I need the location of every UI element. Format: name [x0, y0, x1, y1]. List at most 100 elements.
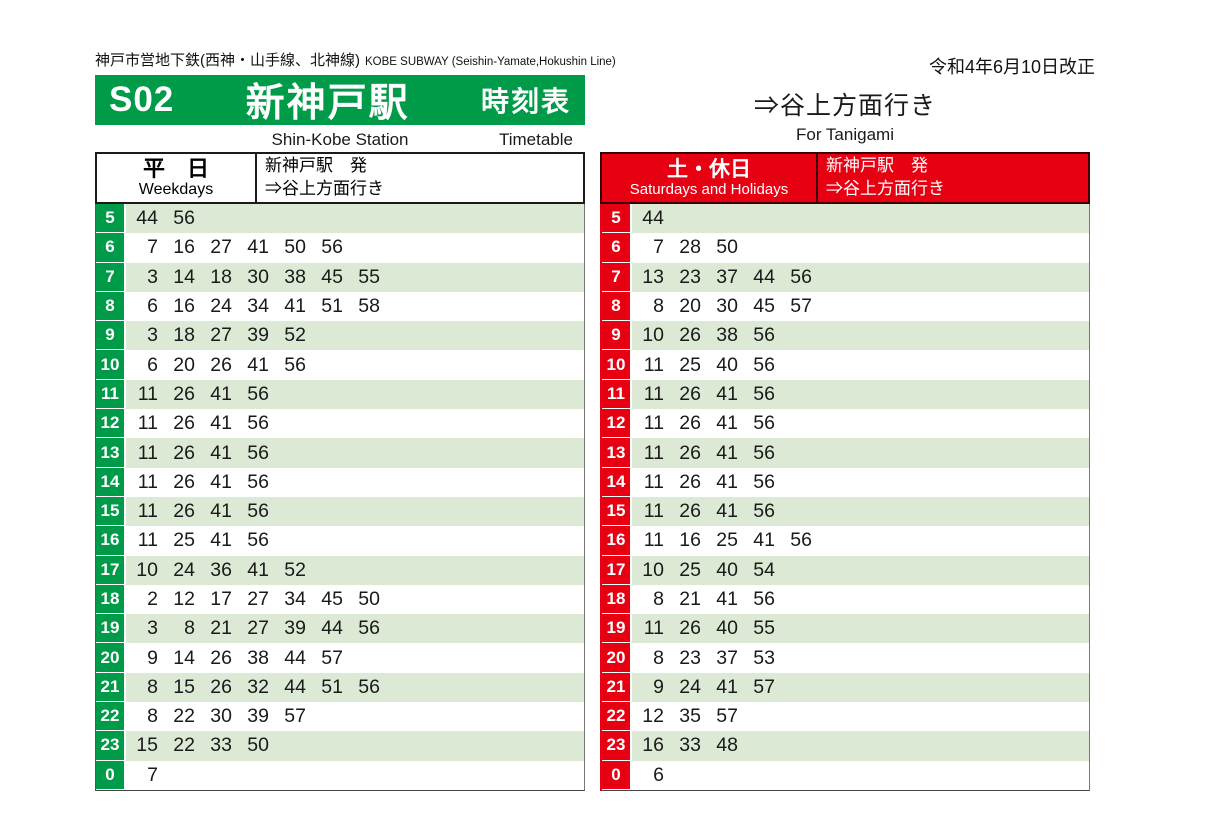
- hour-cell: 0: [96, 760, 126, 790]
- minute-value: 56: [753, 441, 775, 464]
- hour-cell: 22: [602, 702, 632, 732]
- hour-cell: 7: [96, 262, 126, 292]
- minute-value: 58: [358, 295, 380, 318]
- minute-value: 56: [284, 353, 306, 376]
- minutes-cell: 11 26 41 56: [632, 409, 1089, 439]
- timetable-row: 7 13 23 37 44 56: [602, 262, 1089, 292]
- hour-cell: 19: [602, 614, 632, 644]
- departure-station-label: 新神戸駅 発: [826, 156, 928, 176]
- hour-cell: 12: [602, 409, 632, 439]
- minute-value: 27: [247, 588, 269, 610]
- minute-value: 15: [136, 734, 158, 757]
- timetable-row: 13 11 26 41 56: [602, 438, 1089, 468]
- minute-value: 3: [147, 265, 158, 288]
- timetable-row: 19 11 26 40 55: [602, 614, 1089, 644]
- minute-value: 44: [321, 617, 343, 640]
- minute-value: 56: [753, 500, 775, 523]
- minutes-cell: 7 16 27 41 50 56: [126, 233, 584, 263]
- minute-value: 6: [653, 763, 664, 786]
- minute-value: 45: [753, 295, 775, 318]
- minute-value: 27: [247, 617, 269, 640]
- minute-value: 3: [147, 324, 158, 347]
- minute-value: 11: [643, 617, 664, 640]
- minute-value: 53: [753, 646, 775, 669]
- timetable-row: 6 7 16 27 41 50 56: [96, 233, 584, 263]
- minute-value: 57: [716, 705, 738, 728]
- minute-value: 16: [173, 236, 195, 259]
- minute-value: 32: [247, 675, 269, 698]
- timetable-row: 18 2 12 17 27 34 45 50: [96, 584, 584, 615]
- hour-cell: 9: [602, 321, 632, 351]
- hour-cell: 13: [602, 438, 632, 468]
- hour-cell: 0: [602, 760, 632, 790]
- minute-value: 11: [643, 412, 664, 435]
- hour-cell: 6: [96, 233, 126, 263]
- timetable-row: 17 10 25 40 54: [602, 555, 1089, 585]
- minute-value: 26: [173, 441, 195, 464]
- route-cell: 新神戸駅 発 ⇒谷上方面行き: [818, 154, 1088, 202]
- minute-value: 40: [716, 617, 738, 640]
- minute-value: 26: [173, 470, 195, 493]
- minutes-cell: 11 26 41 56: [632, 438, 1089, 468]
- minute-value: 56: [358, 617, 380, 640]
- minute-value: 34: [247, 295, 269, 318]
- minutes-cell: 6: [632, 760, 1089, 790]
- minute-value: 11: [137, 441, 158, 464]
- minute-value: 41: [247, 353, 269, 376]
- minute-value: 41: [247, 558, 269, 581]
- minute-value: 25: [679, 558, 701, 581]
- minute-value: 33: [210, 734, 232, 757]
- minutes-cell: 11 26 41 56: [126, 379, 584, 410]
- table-body: 5 44 6 7 28 50 7 13 23 37 44 56 8 8 20 30 45 57 9 10 26 38 56 1…: [600, 204, 1090, 791]
- minute-value: 10: [136, 558, 158, 581]
- minute-value: 22: [173, 734, 195, 757]
- minute-value: 11: [137, 382, 158, 405]
- minutes-cell: 44: [632, 204, 1089, 234]
- timetable-row: 15 11 26 41 56: [96, 496, 584, 527]
- minute-value: 3: [147, 617, 158, 640]
- minutes-cell: 8 15 26 32 44 51 56: [126, 672, 584, 703]
- hour-cell: 14: [96, 467, 126, 497]
- minute-value: 17: [210, 588, 232, 610]
- day-type-cell: 土・休日 Saturdays and Holidays: [602, 154, 818, 202]
- revision-note: 令和4年6月10日改正: [928, 57, 1095, 77]
- minute-value: 33: [679, 734, 701, 757]
- minute-value: 41: [716, 500, 738, 523]
- minute-value: 38: [284, 265, 306, 288]
- timetable-row: 11 11 26 41 56: [602, 379, 1089, 410]
- minute-value: 56: [247, 470, 269, 493]
- timetable-row: 16 11 25 41 56: [96, 526, 584, 556]
- minutes-cell: 8 21 41 56: [632, 584, 1089, 615]
- timetable-label-jp: 時刻表: [480, 86, 571, 117]
- timetable-row: 16 11 16 25 41 56: [602, 526, 1089, 556]
- timetable-row: 6 7 28 50: [602, 233, 1089, 263]
- minute-value: 26: [679, 382, 701, 405]
- minutes-cell: 2 12 17 27 34 45 50: [126, 584, 584, 615]
- minutes-cell: 11 25 41 56: [126, 526, 584, 556]
- direction-label: ⇒谷上方面行き: [265, 179, 384, 198]
- minute-value: 56: [247, 529, 269, 552]
- minute-value: 56: [790, 265, 812, 288]
- minute-value: 24: [679, 675, 701, 698]
- minute-value: 23: [679, 646, 701, 669]
- minute-value: 20: [173, 353, 195, 376]
- hour-cell: 23: [96, 731, 126, 761]
- minutes-cell: 11 26 41 56: [126, 467, 584, 497]
- direction-label-en: For Tanigami: [796, 125, 894, 144]
- minute-value: 13: [642, 265, 664, 288]
- minutes-cell: 11 25 40 56: [632, 350, 1089, 380]
- minutes-cell: 10 25 40 54: [632, 555, 1089, 585]
- minute-value: 11: [643, 382, 664, 405]
- timetable-row: 8 6 16 24 34 41 51 58: [96, 291, 584, 322]
- hour-cell: 10: [96, 350, 126, 380]
- hour-cell: 20: [96, 643, 126, 673]
- minute-value: 41: [210, 529, 232, 552]
- holiday-timetable: 土・休日 Saturdays and Holidays 新神戸駅 発 ⇒谷上方面…: [600, 152, 1090, 791]
- minute-value: 27: [210, 236, 232, 259]
- timetable-row: 15 11 26 41 56: [602, 496, 1089, 527]
- minute-value: 50: [716, 236, 738, 259]
- minute-value: 8: [653, 295, 664, 318]
- table-header: 土・休日 Saturdays and Holidays 新神戸駅 発 ⇒谷上方面…: [600, 152, 1090, 204]
- timetable-row: 18 8 21 41 56: [602, 584, 1089, 615]
- minute-value: 44: [136, 207, 158, 230]
